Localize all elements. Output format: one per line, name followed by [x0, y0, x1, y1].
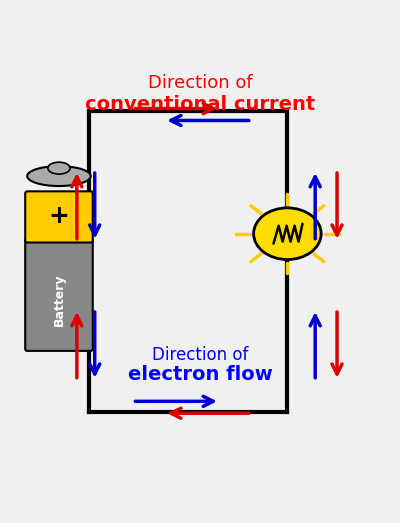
Text: Direction of: Direction of: [148, 74, 252, 92]
Text: electron flow: electron flow: [128, 365, 272, 384]
Ellipse shape: [48, 162, 70, 174]
Text: conventional current: conventional current: [85, 95, 315, 114]
FancyBboxPatch shape: [25, 191, 93, 243]
Text: Battery: Battery: [52, 274, 66, 326]
Ellipse shape: [254, 208, 321, 259]
Text: +: +: [48, 204, 70, 228]
Ellipse shape: [27, 166, 91, 186]
FancyBboxPatch shape: [25, 238, 93, 351]
Text: Direction of: Direction of: [152, 346, 248, 364]
